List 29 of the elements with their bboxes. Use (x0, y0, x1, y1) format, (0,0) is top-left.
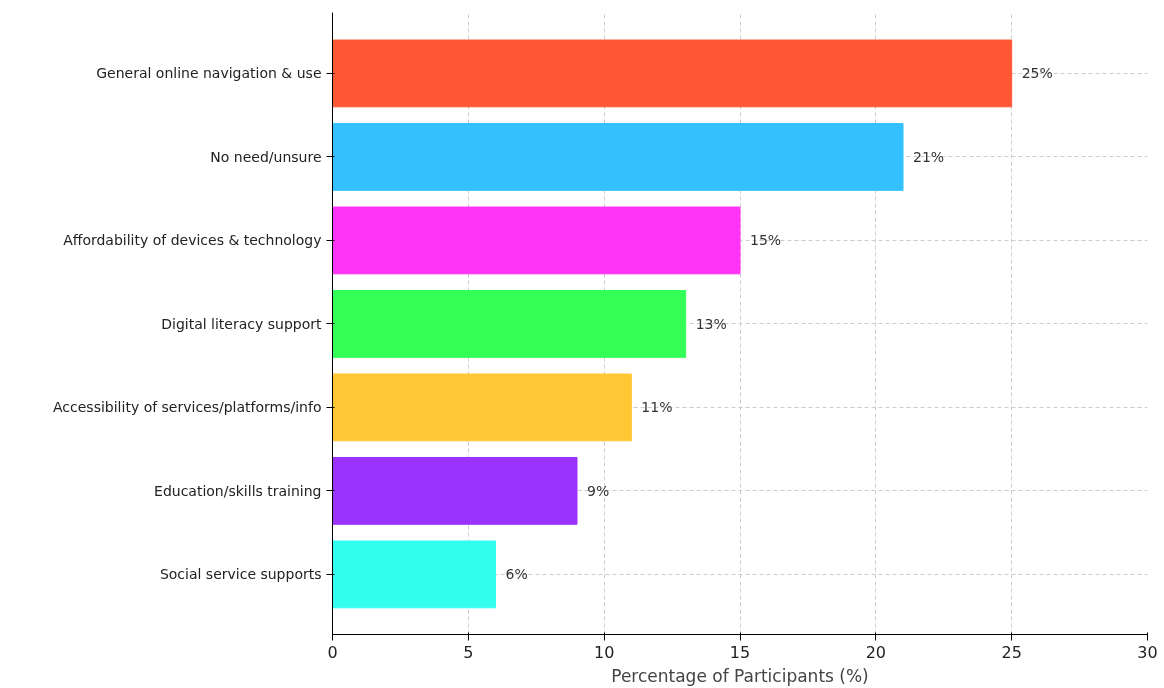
bar (332, 373, 632, 442)
bar (332, 123, 904, 191)
bar (332, 39, 1013, 108)
y-tick-label: Education/skills training (154, 482, 322, 499)
data-label: 11% (641, 399, 673, 416)
x-tick-label: 20 (865, 642, 887, 662)
bar (332, 457, 578, 525)
x-tick-label: 15 (729, 642, 751, 662)
data-label: 6% (505, 566, 528, 583)
bar (332, 540, 496, 609)
y-tick-label: No need/unsure (210, 148, 322, 165)
bar (332, 290, 687, 358)
x-axis-title: Percentage of Participants (%) (611, 665, 869, 686)
x-tick-label: 30 (1137, 642, 1158, 662)
data-label: 15% (750, 232, 782, 249)
x-tick-label: 5 (463, 642, 474, 662)
y-tick-label: Affordability of devices & technology (63, 232, 322, 249)
data-label: 25% (1021, 65, 1053, 82)
data-label: 9% (587, 482, 610, 499)
y-tick-label: Accessibility of services/platforms/info (53, 399, 322, 416)
x-tick-label: 0 (327, 642, 338, 662)
x-tick-label: 10 (593, 642, 615, 662)
bar (332, 206, 741, 275)
data-label: 21% (913, 148, 945, 165)
y-tick-label: General online navigation & use (96, 65, 322, 82)
y-tick-label: Digital literacy support (161, 315, 323, 332)
data-label: 13% (695, 315, 727, 332)
y-tick-label: Social service supports (159, 566, 322, 583)
x-tick-label: 25 (1001, 642, 1022, 662)
